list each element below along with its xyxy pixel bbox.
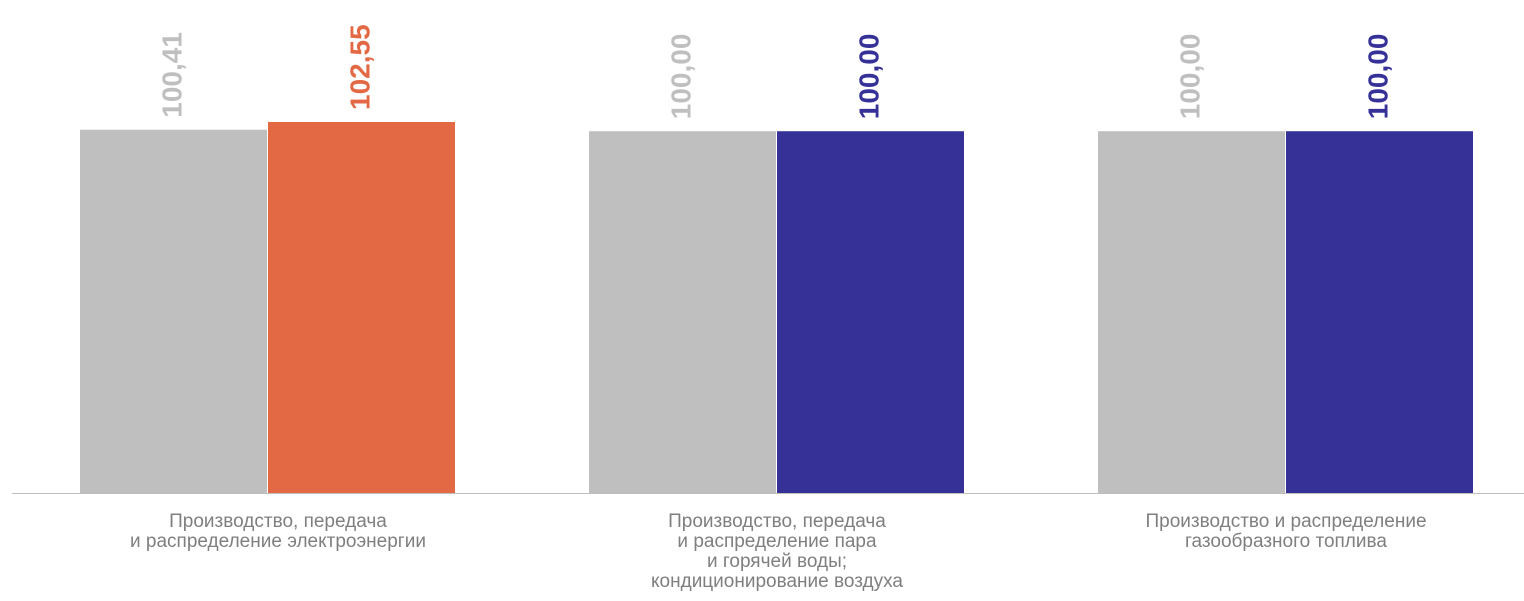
- bar-series1-cat2: [589, 131, 776, 493]
- category-label-line: Производство и распределение: [1145, 511, 1427, 532]
- data-label-series2-cat2: 100,00: [854, 34, 885, 120]
- category-label-line: и распределение пара: [677, 531, 877, 552]
- bar-series2-cat3: [1286, 131, 1473, 493]
- data-label-series1-cat2: 100,00: [666, 34, 697, 120]
- bar-series2-cat1: [268, 122, 455, 493]
- category-label-line: и распределение электроэнергии: [130, 531, 426, 552]
- bar-series1-cat1: [80, 129, 267, 493]
- bar-series2-cat2: [777, 131, 964, 493]
- data-label-series1-cat3: 100,00: [1175, 34, 1206, 120]
- data-label-series1-cat1: 100,41: [157, 32, 188, 118]
- data-label-series2-cat3: 100,00: [1363, 34, 1394, 120]
- data-label-series2-cat1: 102,55: [345, 24, 376, 110]
- category-label-electricity: Производство, передача и распределение э…: [68, 512, 488, 552]
- category-label-gas-fuel: Производство и распределение газообразно…: [1076, 512, 1496, 552]
- category-label-line: Производство, передача: [668, 511, 886, 532]
- bar-series1-cat3: [1098, 131, 1285, 493]
- category-label-line: газообразного топлива: [1185, 531, 1387, 552]
- category-label-steam-hot-water: Производство, передача и распределение п…: [567, 512, 987, 592]
- category-label-line: Производство, передача: [169, 511, 387, 532]
- category-label-line: и горячей воды;: [706, 551, 848, 572]
- category-label-line: кондиционирование воздуха: [651, 571, 903, 592]
